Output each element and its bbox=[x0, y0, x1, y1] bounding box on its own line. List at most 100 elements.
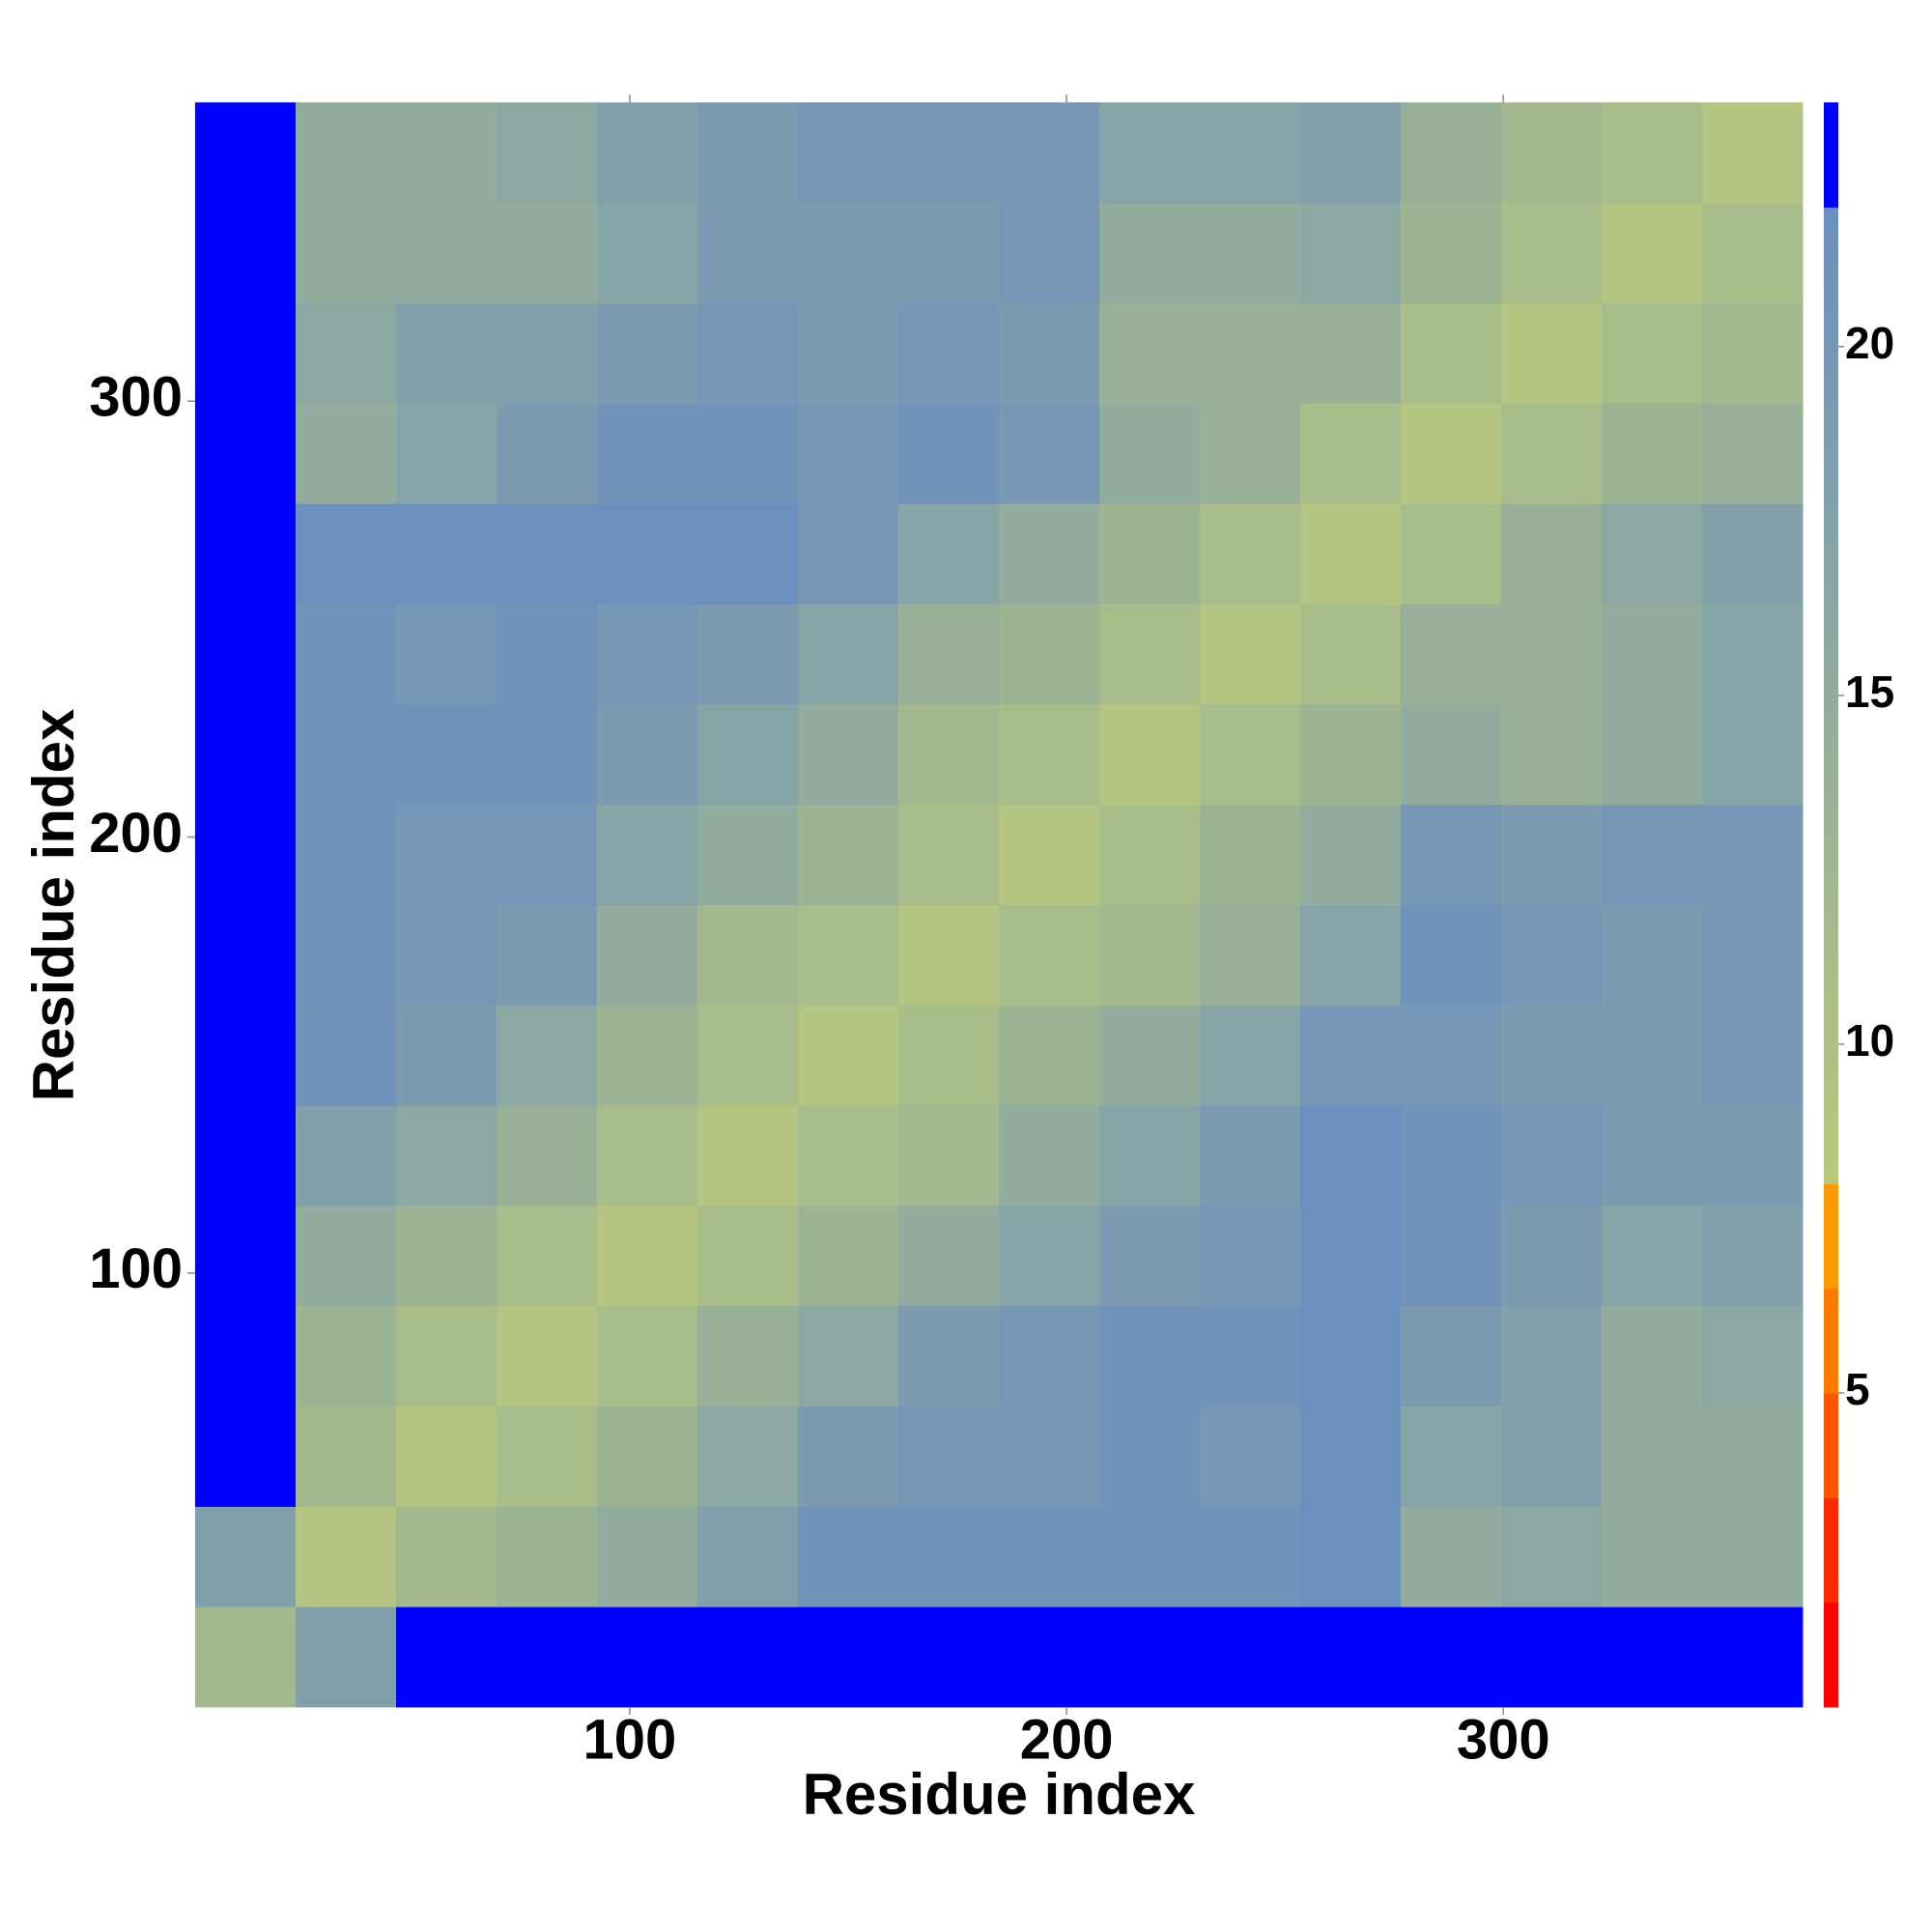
heatmap-cell bbox=[597, 1406, 698, 1507]
heatmap-cell bbox=[1702, 703, 1804, 806]
heatmap-cell bbox=[1401, 703, 1502, 806]
heatmap-cell bbox=[396, 102, 497, 204]
heatmap-cell bbox=[898, 1105, 1000, 1207]
heatmap-cell bbox=[597, 904, 698, 1006]
heatmap-cell bbox=[697, 202, 799, 304]
heatmap-cell bbox=[1300, 1205, 1402, 1307]
heatmap-cell bbox=[497, 403, 598, 504]
heatmap-cell bbox=[1702, 604, 1804, 705]
heatmap-cell bbox=[396, 604, 497, 705]
heatmap-cell bbox=[798, 1105, 899, 1207]
heatmap-cell bbox=[597, 1606, 698, 1708]
heatmap-cell bbox=[1099, 904, 1201, 1006]
heatmap-cell bbox=[296, 1305, 397, 1407]
heatmap-cell bbox=[497, 102, 598, 204]
heatmap-cell bbox=[999, 1506, 1100, 1607]
heatmap-cell bbox=[1501, 102, 1603, 204]
heatmap-cell bbox=[296, 1205, 397, 1307]
heatmap-cell bbox=[1099, 202, 1201, 304]
heatmap-cell bbox=[898, 804, 1000, 905]
heatmap-cell bbox=[296, 1506, 397, 1607]
heatmap-cell bbox=[1602, 703, 1703, 806]
heatmap-cell bbox=[1602, 1305, 1703, 1407]
heatmap-cell bbox=[1300, 904, 1402, 1006]
colorbar-tick-label: 20 bbox=[1845, 318, 1894, 368]
heatmap-cell bbox=[597, 1305, 698, 1407]
heatmap-cell bbox=[1501, 403, 1603, 504]
heatmap-cell bbox=[597, 703, 698, 806]
heatmap-cell bbox=[1401, 604, 1502, 705]
y-tick-label: 100 bbox=[89, 1237, 183, 1300]
heatmap-cell bbox=[1702, 904, 1804, 1006]
colorbar-segment bbox=[1824, 1497, 1838, 1604]
heatmap-cell bbox=[195, 403, 297, 504]
heatmap-cell bbox=[1200, 403, 1301, 504]
heatmap-cell bbox=[1200, 202, 1301, 304]
heatmap-cell bbox=[798, 1205, 899, 1307]
heatmap-cell bbox=[497, 604, 598, 705]
heatmap-cell bbox=[1099, 1305, 1201, 1407]
heatmap-cell bbox=[798, 604, 899, 705]
heatmap-cell bbox=[497, 302, 598, 404]
heatmap-cell bbox=[296, 202, 397, 304]
heatmap-cell bbox=[1501, 1305, 1603, 1407]
heatmap-cell bbox=[597, 503, 698, 605]
heatmap-cell bbox=[697, 1606, 799, 1708]
heatmap-cell bbox=[999, 604, 1100, 705]
heatmap-cell bbox=[597, 302, 698, 404]
heatmap-cell bbox=[898, 403, 1000, 504]
colorbar-tick-label: 10 bbox=[1845, 1015, 1894, 1065]
heatmap-cell bbox=[1602, 1406, 1703, 1507]
heatmap-cell bbox=[1501, 1606, 1603, 1708]
colorbar-segment bbox=[1824, 1393, 1838, 1498]
heatmap-cell bbox=[999, 804, 1100, 905]
heatmap-cell bbox=[1099, 1005, 1201, 1106]
heatmap-cell bbox=[396, 1105, 497, 1207]
heatmap-cell bbox=[1501, 604, 1603, 705]
heatmap-cell bbox=[1501, 503, 1603, 605]
heatmap-cell bbox=[195, 202, 297, 304]
colorbar-segment bbox=[1824, 1288, 1838, 1394]
heatmap-cell bbox=[798, 102, 899, 204]
heatmap-cell bbox=[195, 302, 297, 404]
heatmap-cell bbox=[296, 102, 397, 204]
heatmap-cell bbox=[1401, 102, 1502, 204]
heatmap-cell bbox=[296, 604, 397, 705]
heatmap-cell bbox=[597, 102, 698, 204]
heatmap-cell bbox=[1099, 1105, 1201, 1207]
heatmap-cell bbox=[1300, 1506, 1402, 1607]
heatmap-cell bbox=[999, 302, 1100, 404]
heatmap-cell bbox=[697, 604, 799, 705]
heatmap-cell bbox=[396, 403, 497, 504]
heatmap-cell bbox=[597, 1205, 698, 1307]
heatmap-cell bbox=[597, 1005, 698, 1106]
heatmap-cell bbox=[497, 1005, 598, 1106]
heatmap-cell bbox=[195, 1205, 297, 1307]
heatmap-cell bbox=[497, 1205, 598, 1307]
heatmap-cell bbox=[1300, 202, 1402, 304]
heatmap-cell bbox=[195, 804, 297, 905]
heatmap-cell bbox=[597, 1506, 698, 1607]
colorbar-segment bbox=[1824, 207, 1838, 1184]
heatmap-cell bbox=[1602, 1005, 1703, 1106]
heatmap-cell bbox=[999, 1005, 1100, 1106]
heatmap-cell bbox=[1200, 102, 1301, 204]
heatmap-cell bbox=[999, 202, 1100, 304]
heatmap-cell bbox=[396, 1205, 497, 1307]
heatmap-cell bbox=[1702, 1205, 1804, 1307]
heatmap-cell bbox=[1300, 403, 1402, 504]
heatmap-cell bbox=[898, 102, 1000, 204]
heatmap-cell bbox=[999, 503, 1100, 605]
heatmap-cell bbox=[1602, 302, 1703, 404]
heatmap-cell bbox=[1200, 1105, 1301, 1207]
heatmap-cell bbox=[898, 302, 1000, 404]
heatmap-cell bbox=[497, 904, 598, 1006]
heatmap-cell bbox=[1401, 1406, 1502, 1507]
heatmap-cell bbox=[1501, 1005, 1603, 1106]
heatmap-cell bbox=[1200, 1606, 1301, 1708]
heatmap-cell bbox=[296, 1105, 397, 1207]
heatmap-cell bbox=[1702, 1005, 1804, 1106]
heatmap-cell bbox=[1501, 703, 1603, 806]
heatmap-cell bbox=[1401, 1506, 1502, 1607]
